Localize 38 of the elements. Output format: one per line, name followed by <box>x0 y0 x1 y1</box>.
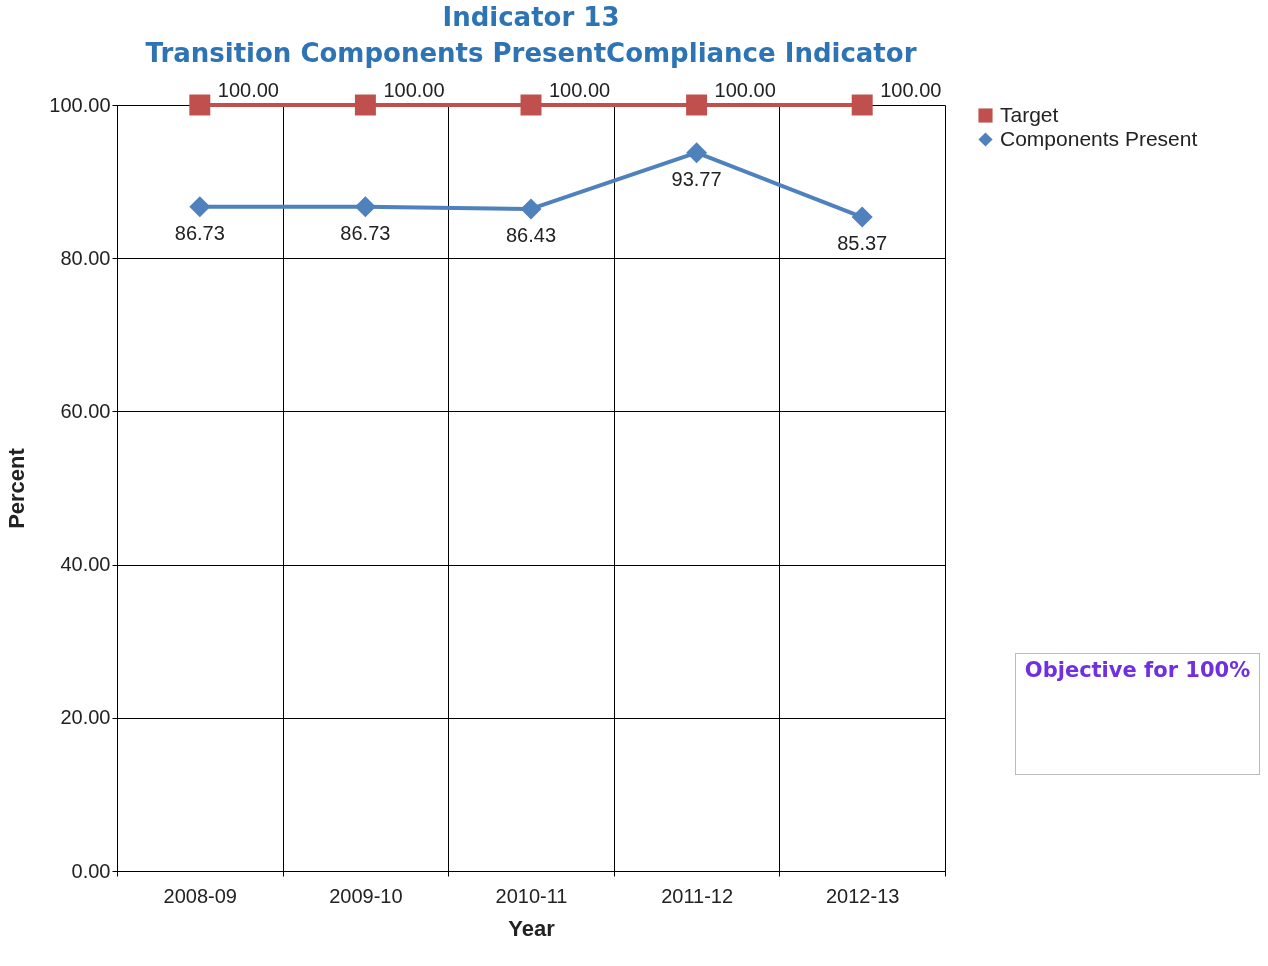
data-label: 85.37 <box>837 232 888 255</box>
y-axis-title: Percent <box>4 447 30 529</box>
y-tick-label: 40.00 <box>60 553 111 576</box>
note-box: Objective for 100% <box>1015 653 1260 775</box>
point <box>851 206 873 228</box>
legend-label: Components Present <box>1000 126 1198 150</box>
point <box>851 94 873 116</box>
y-tick-label: 100.00 <box>49 93 111 116</box>
point <box>189 196 211 218</box>
data-label: 93.77 <box>671 167 722 190</box>
chart-title: Indicator 13 <box>442 2 620 32</box>
point <box>686 142 708 164</box>
point <box>686 94 708 116</box>
point <box>189 94 211 116</box>
point <box>354 94 376 116</box>
x-tick-label: 2012-13 <box>826 884 900 907</box>
x-axis-title: Year <box>508 915 556 941</box>
y-tick-label: 0.00 <box>71 859 111 882</box>
point <box>520 94 542 116</box>
data-label: 100.00 <box>714 79 776 101</box>
data-label: 86.73 <box>174 221 225 244</box>
legend-label: Target <box>1000 102 1059 126</box>
x-tick-label: 2008-09 <box>163 884 237 907</box>
data-label: 100.00 <box>880 79 942 101</box>
x-tick-label: 2011-12 <box>661 884 734 907</box>
x-tick-label: 2010-11 <box>495 884 568 907</box>
x-tick-label: 2009-10 <box>329 884 403 907</box>
chart-subtitle: Transition Components PresentCompliance Indicator <box>145 38 917 68</box>
data-label: 100.00 <box>217 79 279 101</box>
point <box>354 196 376 218</box>
data-label: 100.00 <box>383 79 445 101</box>
data-label: 86.73 <box>340 221 391 244</box>
y-tick-label: 60.00 <box>60 399 111 422</box>
y-tick-label: 20.00 <box>60 706 111 729</box>
point <box>520 198 542 220</box>
data-label: 86.43 <box>505 223 557 246</box>
data-label: 100.00 <box>549 79 611 101</box>
y-tick-label: 80.00 <box>60 246 111 269</box>
